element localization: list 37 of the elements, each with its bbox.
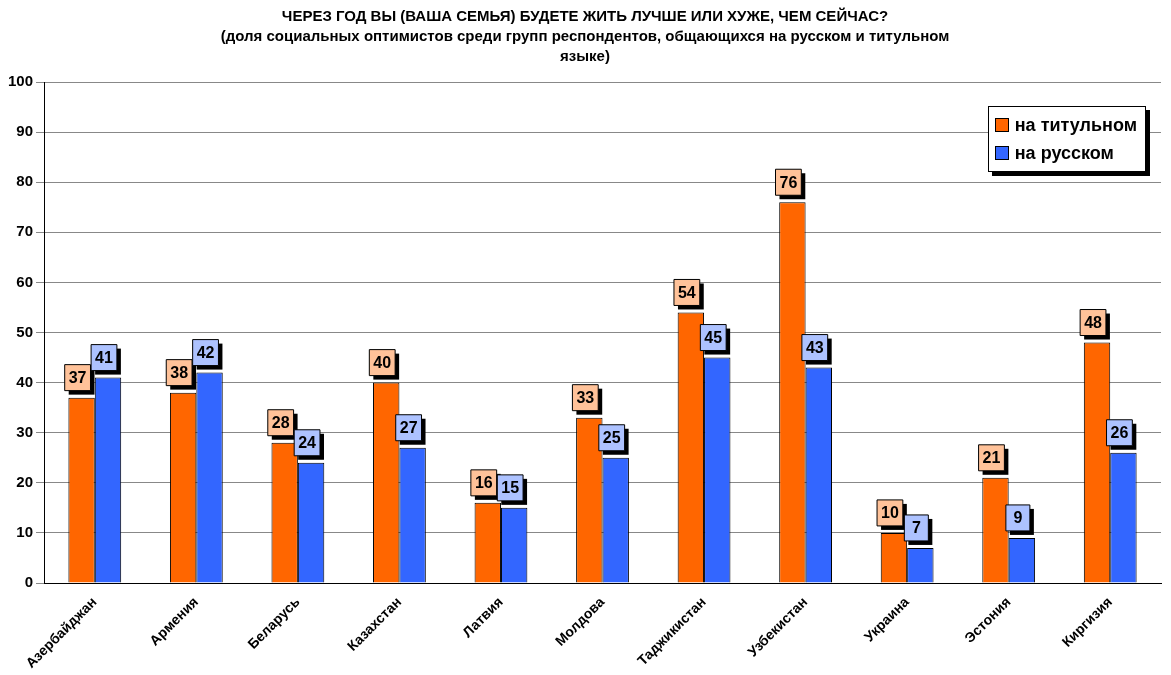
y-tick-label: 30	[16, 422, 34, 440]
legend-label: на русском	[1014, 143, 1114, 163]
y-tick-label: 10	[16, 523, 34, 541]
y-tick-label: 60	[16, 272, 34, 290]
y-tick-label: 80	[16, 172, 34, 190]
y-tick-label: 70	[16, 222, 34, 240]
chart-subtitle: (доля социальных оптимистов среди групп респондентов, общающихся на русском и титульном языке)	[219, 26, 951, 66]
data-label: 40	[373, 354, 392, 372]
y-tick-label: 100	[8, 72, 34, 90]
data-label: 41	[95, 349, 113, 366]
data-label: 24	[298, 434, 317, 452]
chart-title: ЧЕРЕЗ ГОД ВЫ (ВАША СЕМЬЯ) БУДЕТЕ ЖИТЬ ЛУЧШЕ ИЛИ ХУЖЕ, ЧЕМ СЕЙЧАС?	[280, 6, 890, 26]
data-label: 9	[1013, 509, 1023, 527]
data-label: 27	[399, 419, 418, 437]
data-label: 26	[1110, 424, 1129, 442]
data-label: 76	[779, 173, 798, 191]
data-label: 25	[602, 429, 621, 447]
y-tick-label: 40	[16, 372, 34, 390]
data-label: 38	[170, 364, 189, 382]
y-tick-label: 50	[16, 322, 34, 340]
data-label: 21	[982, 449, 1001, 467]
data-label: 28	[271, 414, 290, 432]
data-label: 37	[68, 369, 87, 387]
data-label: 43	[805, 338, 824, 356]
data-label: 10	[881, 504, 899, 522]
data-label: 42	[196, 343, 215, 361]
y-tick-label: 90	[16, 122, 34, 140]
data-label: 7	[911, 519, 921, 537]
y-tick-label: 0	[24, 573, 34, 591]
data-label: 45	[704, 328, 723, 346]
data-label: 33	[576, 389, 595, 407]
data-label: 16	[474, 474, 493, 492]
y-tick-label: 20	[16, 472, 34, 490]
legend-label: на титульном	[1014, 115, 1137, 135]
data-label: 54	[677, 283, 696, 301]
data-label: 48	[1084, 313, 1103, 331]
data-label: 15	[501, 479, 520, 497]
